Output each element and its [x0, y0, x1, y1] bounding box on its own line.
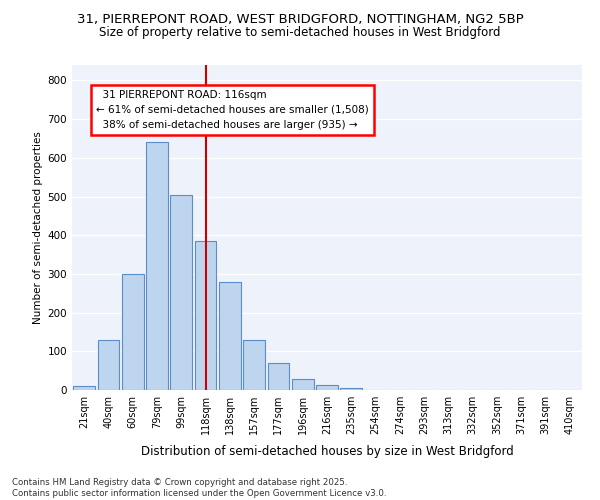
Text: 31 PIERREPONT ROAD: 116sqm
← 61% of semi-detached houses are smaller (1,508)
  3: 31 PIERREPONT ROAD: 116sqm ← 61% of semi…: [96, 90, 369, 130]
Bar: [146, 142, 168, 390]
Bar: [73, 386, 95, 390]
Bar: [97, 340, 119, 390]
Text: 31, PIERREPONT ROAD, WEST BRIDGFORD, NOTTINGHAM, NG2 5BP: 31, PIERREPONT ROAD, WEST BRIDGFORD, NOT…: [77, 12, 523, 26]
Y-axis label: Number of semi-detached properties: Number of semi-detached properties: [34, 131, 43, 324]
X-axis label: Distribution of semi-detached houses by size in West Bridgford: Distribution of semi-detached houses by …: [140, 446, 514, 458]
Bar: [122, 274, 143, 390]
Bar: [268, 363, 289, 390]
Bar: [219, 282, 241, 390]
Bar: [170, 194, 192, 390]
Bar: [292, 379, 314, 390]
Bar: [243, 340, 265, 390]
Text: Size of property relative to semi-detached houses in West Bridgford: Size of property relative to semi-detach…: [99, 26, 501, 39]
Text: Contains HM Land Registry data © Crown copyright and database right 2025.
Contai: Contains HM Land Registry data © Crown c…: [12, 478, 386, 498]
Bar: [316, 386, 338, 390]
Bar: [340, 388, 362, 390]
Bar: [194, 241, 217, 390]
